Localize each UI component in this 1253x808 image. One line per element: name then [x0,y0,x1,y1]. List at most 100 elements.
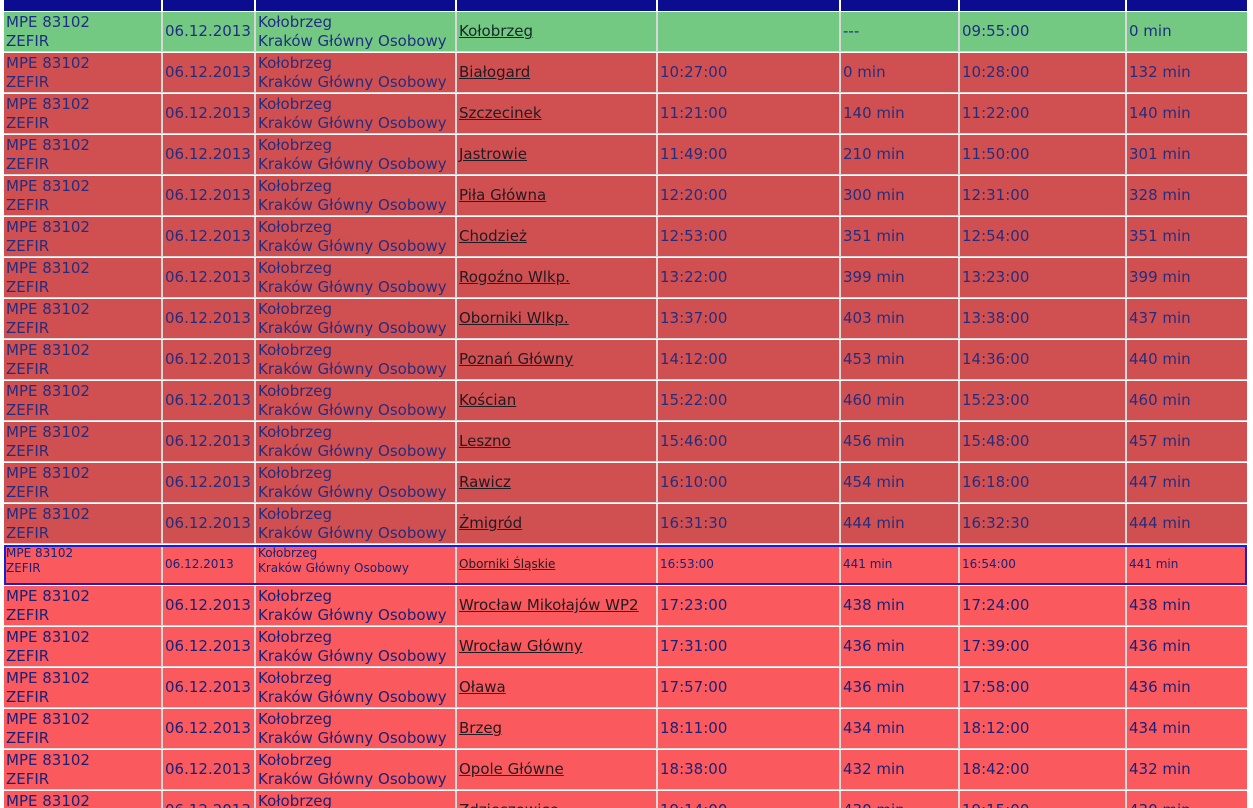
departure-delay-cell: 140 min [1127,94,1247,134]
departure-cell: 16:54:00 [960,545,1127,585]
header-cell-station [457,0,658,11]
date-value: 06.12.2013 [165,678,251,696]
departure-delay: 440 min [1129,350,1191,368]
station-link[interactable]: Białogard [459,63,531,81]
route-to: Kraków Główny Osobowy [258,442,447,460]
arrival-delay: 140 min [843,104,905,122]
arrival-delay-cell: 441 min [841,545,960,585]
header-cell-departure [960,0,1127,11]
station-link[interactable]: Wrocław Mikołajów WP2 [459,596,639,614]
departure-time: 10:28:00 [962,63,1030,81]
train-cell: MPE 83102 ZEFIR [4,299,163,339]
header-cell-train [4,0,163,11]
station-link[interactable]: Jastrowie [459,145,527,163]
station-link[interactable]: Oborniki Śląskie [459,557,556,571]
route-from: Kołobrzeg [258,628,333,646]
station-link[interactable]: Oława [459,678,506,696]
station-cell: Leszno [457,422,658,462]
station-link[interactable]: Oborniki Wlkp. [459,309,569,327]
departure-delay-cell: 351 min [1127,217,1247,257]
station-link[interactable]: Wrocław Główny [459,637,583,655]
arrival-cell: 10:27:00 [658,53,841,93]
station-link[interactable]: Opole Główne [459,760,564,778]
departure-delay: 399 min [1129,268,1191,286]
departure-time: 15:48:00 [962,432,1030,450]
train-cell: MPE 83102 ZEFIR [4,586,163,626]
train-number: MPE 83102 [6,751,90,769]
station-link[interactable]: Szczecinek [459,104,542,122]
route-cell: Kołobrzeg Kraków Główny Osobowy [256,422,457,462]
station-link[interactable]: Rogoźno Wlkp. [459,268,570,286]
station-cell: Białogard [457,53,658,93]
station-link[interactable]: Poznań Główny [459,350,574,368]
arrival-delay: 436 min [843,637,905,655]
departure-time: 16:54:00 [962,557,1016,571]
date-value: 06.12.2013 [165,63,251,81]
station-cell: Szczecinek [457,94,658,134]
date-cell: 06.12.2013 [163,299,256,339]
train-cell: MPE 83102 ZEFIR [4,422,163,462]
arrival-delay: 438 min [843,596,905,614]
route-cell: Kołobrzeg Kraków Główny Osobowy [256,340,457,380]
arrival-cell: 11:49:00 [658,135,841,175]
date-cell: 06.12.2013 [163,791,256,808]
departure-cell: 19:15:00 [960,791,1127,808]
route-to: Kraków Główny Osobowy [258,360,447,378]
route-from: Kołobrzeg [258,423,333,441]
route-from: Kołobrzeg [258,669,333,687]
arrival-cell: 11:21:00 [658,94,841,134]
table-row: MPE 83102 ZEFIR 06.12.2013 Kołobrzeg Kraków … [4,381,1247,421]
station-link[interactable]: Kościan [459,391,517,409]
departure-delay: 351 min [1129,227,1191,245]
departure-delay-cell: 441 min [1127,545,1247,585]
route-to: Kraków Główny Osobowy [258,688,447,706]
date-cell: 06.12.2013 [163,135,256,175]
train-name: ZEFIR [6,155,50,173]
arrival-time: 11:21:00 [660,104,728,122]
table-row-current: MPE 83102 ZEFIR 06.12.2013 Kołobrzeg Kraków … [4,545,1247,585]
arrival-delay-cell: 140 min [841,94,960,134]
date-value: 06.12.2013 [165,186,251,204]
train-name: ZEFIR [6,524,50,542]
date-cell: 06.12.2013 [163,668,256,708]
route-to: Kraków Główny Osobowy [258,32,447,50]
train-number: MPE 83102 [6,13,90,31]
station-link[interactable]: Piła Główna [459,186,547,204]
departure-delay-cell: 440 min [1127,340,1247,380]
station-link[interactable]: Brzeg [459,719,503,737]
station-link[interactable]: Żmigród [459,514,523,532]
table-row: MPE 83102 ZEFIR 06.12.2013 Kołobrzeg Kraków … [4,668,1247,708]
departure-cell: 18:42:00 [960,750,1127,790]
train-name: ZEFIR [6,32,50,50]
header-cell-arrival [658,0,841,11]
departure-delay: 436 min [1129,637,1191,655]
date-value: 06.12.2013 [165,268,251,286]
route-from: Kołobrzeg [258,54,333,72]
route-cell: Kołobrzeg Kraków Główny Osobowy [256,586,457,626]
route-to: Kraków Główny Osobowy [258,401,447,419]
station-link[interactable]: Zdzieszowice [459,801,656,808]
train-name: ZEFIR [6,278,50,296]
arrival-cell: 18:11:00 [658,709,841,749]
arrival-delay-cell: 351 min [841,217,960,257]
arrival-delay-cell: 399 min [841,258,960,298]
date-value: 06.12.2013 [165,391,251,409]
route-from: Kołobrzeg [258,95,333,113]
arrival-delay: 454 min [843,473,905,491]
departure-delay: 437 min [1129,309,1191,327]
date-value: 06.12.2013 [165,350,251,368]
station-link[interactable]: Chodzież [459,227,527,245]
arrival-delay: 430 min [843,801,958,808]
table-row: MPE 83102 ZEFIR 06.12.2013 Kołobrzeg Kraków … [4,135,1247,175]
arrival-delay: 351 min [843,227,905,245]
station-link[interactable]: Leszno [459,432,511,450]
table-row: MPE 83102 ZEFIR 06.12.2013 Kołobrzeg Kraków … [4,422,1247,462]
date-value: 06.12.2013 [165,432,251,450]
arrival-delay-cell: 434 min [841,709,960,749]
station-link[interactable]: Kołobrzeg [459,22,534,40]
station-link[interactable]: Rawicz [459,473,511,491]
train-number: MPE 83102 [6,95,90,113]
route-to: Kraków Główny Osobowy [258,155,447,173]
station-cell: Zdzieszowice [457,791,658,808]
